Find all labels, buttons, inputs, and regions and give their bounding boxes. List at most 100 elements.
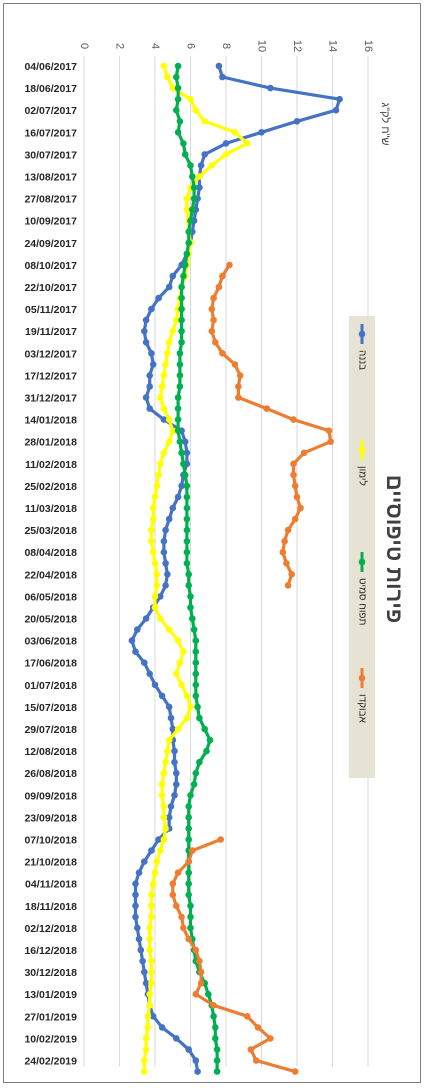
date-tick-label: 02/12/2018: [24, 923, 77, 935]
data-point: [137, 946, 145, 954]
data-point: [148, 902, 155, 910]
data-point: [244, 1013, 251, 1020]
data-point: [206, 736, 214, 744]
date-axis-labels: 04/06/2017 18/06/2017 02/07/2017 16/07/2017…: [24, 61, 77, 1068]
data-point: [293, 118, 301, 125]
data-point: [173, 73, 180, 81]
data-point: [197, 162, 205, 169]
data-point: [144, 1024, 152, 1031]
data-point: [208, 327, 216, 335]
data-point: [183, 526, 191, 534]
data-point: [176, 118, 184, 125]
data-point: [210, 1013, 217, 1020]
data-point: [146, 1002, 153, 1009]
data-point: [208, 162, 216, 169]
data-point: [151, 869, 159, 876]
data-point: [293, 493, 301, 501]
data-point: [157, 847, 164, 854]
legend-marker: [358, 674, 366, 682]
data-point: [183, 482, 191, 490]
data-point: [327, 438, 335, 446]
data-point: [169, 725, 177, 733]
value-tick-label: 2: [114, 43, 126, 49]
data-point: [162, 582, 169, 589]
data-point: [146, 946, 153, 954]
data-point: [148, 891, 155, 899]
data-point: [219, 272, 226, 280]
data-point: [284, 582, 292, 589]
data-point: [183, 537, 191, 545]
data-point: [178, 681, 185, 689]
data-point: [149, 1013, 157, 1020]
data-point: [213, 1046, 221, 1053]
data-point: [176, 372, 184, 379]
data-point: [231, 361, 239, 368]
data-point: [187, 95, 194, 103]
data-point: [169, 504, 177, 512]
chart: 0 2 4 6 8 10 12 14 16 04/06/2017 18/06/2017 02/07/…: [24, 40, 407, 1075]
data-point: [153, 582, 161, 589]
data-point: [235, 394, 242, 401]
data-point: [196, 714, 203, 722]
data-point: [183, 206, 191, 213]
data-point: [212, 339, 219, 346]
date-tick-label: 05/11/2017: [25, 304, 77, 316]
data-point: [146, 383, 153, 390]
data-point: [146, 935, 153, 943]
data-point: [185, 825, 192, 832]
data-point: [142, 1046, 150, 1053]
date-tick-label: 02/07/2017: [24, 105, 77, 117]
data-point: [173, 781, 180, 788]
data-point: [165, 703, 173, 711]
data-point: [173, 670, 180, 678]
data-point: [222, 140, 230, 147]
data-point: [185, 858, 192, 865]
date-tick-label: 16/07/2017: [24, 127, 77, 139]
data-point: [151, 681, 159, 689]
series-3: [173, 62, 221, 1075]
data-point: [146, 405, 153, 412]
date-tick-label: 23/09/2018: [24, 812, 77, 824]
data-point: [181, 151, 189, 158]
data-point: [162, 361, 169, 368]
date-tick-label: 18/06/2017: [24, 83, 77, 95]
data-point: [141, 858, 148, 865]
data-point: [187, 217, 194, 224]
data-point: [169, 880, 177, 887]
data-point: [146, 990, 153, 998]
data-point: [149, 515, 157, 523]
data-point: [187, 593, 194, 600]
data-point: [174, 637, 182, 644]
data-point: [160, 372, 168, 379]
data-point: [215, 283, 223, 291]
data-point: [185, 836, 192, 843]
data-point: [165, 339, 173, 346]
data-point: [290, 416, 297, 423]
data-point: [141, 659, 148, 666]
date-tick-label: 13/08/2017: [24, 172, 77, 184]
data-point: [173, 1035, 180, 1042]
date-tick-label: 03/06/2018: [24, 636, 77, 648]
data-point: [180, 460, 187, 468]
data-point: [183, 560, 191, 567]
date-tick-label: 17/06/2018: [24, 658, 77, 670]
data-point: [141, 968, 148, 976]
data-point: [183, 548, 191, 556]
data-point: [162, 560, 169, 567]
data-point: [290, 460, 297, 468]
date-tick-label: 08/10/2017: [24, 260, 77, 272]
data-point: [194, 703, 201, 711]
data-point: [174, 62, 182, 70]
date-tick-label: 27/08/2017: [24, 194, 77, 206]
data-point: [187, 703, 194, 711]
value-tick-label: 16: [362, 40, 374, 52]
data-point: [180, 924, 187, 932]
data-point: [178, 294, 185, 302]
data-point: [164, 571, 171, 578]
data-point: [160, 416, 168, 423]
series-line: [210, 264, 333, 586]
data-point: [213, 1057, 221, 1064]
date-tick-label: 01/07/2018: [24, 680, 77, 692]
series-line: [130, 65, 342, 1072]
data-point: [201, 725, 208, 733]
